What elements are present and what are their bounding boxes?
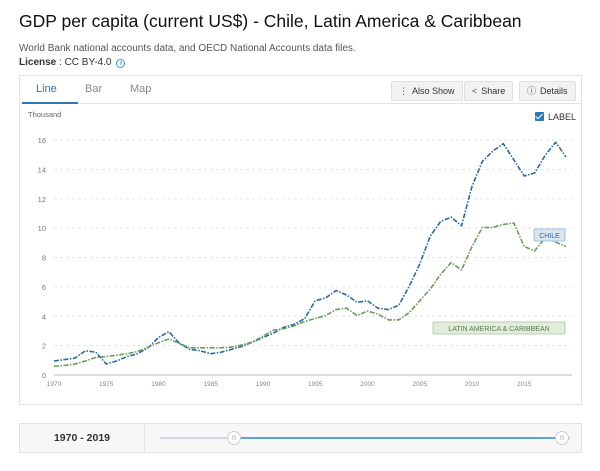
series-label-box	[533, 228, 566, 242]
y-tick-label: 16	[38, 136, 46, 145]
details-label: Details	[540, 86, 568, 96]
x-tick-label: 1990	[256, 381, 271, 388]
y-tick-label: 4	[42, 312, 46, 321]
label-toggle-text: LABEL	[548, 112, 577, 122]
chart-card: Line Bar Map ⋮ Also Show < Share ⓘ Details …	[19, 75, 582, 405]
y-tick-label: 2	[42, 342, 46, 351]
details-button[interactable]: ⓘ Details	[519, 81, 576, 101]
info-circle-icon: ⓘ	[527, 86, 537, 96]
series-label-box	[432, 321, 566, 335]
series-line-chile	[53, 141, 567, 365]
y-tick-label: 6	[42, 283, 46, 292]
source-note: World Bank national accounts data, and O…	[19, 43, 356, 54]
range-slider-fill	[234, 437, 562, 439]
x-tick-label: 2000	[360, 381, 375, 388]
also-show-label: Also Show	[412, 86, 455, 96]
range-start-handle[interactable]: |||	[227, 431, 241, 445]
range-label: 1970 - 2019	[20, 424, 145, 452]
x-tick-label: 1985	[204, 381, 219, 388]
license-value: : CC BY-4.0	[56, 57, 112, 68]
share-button[interactable]: < Share	[464, 81, 514, 101]
license-label: License	[19, 57, 57, 68]
active-tab-indicator	[22, 102, 78, 104]
time-range-bar: 1970 - 2019 ||| |||	[19, 423, 582, 453]
series-label: LATIN AMERICA & CARIBBEAN	[448, 326, 549, 333]
x-tick-label: 2005	[412, 381, 427, 388]
x-tick-label: 1980	[151, 381, 166, 388]
range-end-handle[interactable]: |||	[555, 431, 569, 445]
tab-bar[interactable]: Bar	[85, 83, 103, 95]
license-line: License : CC BY-4.0 i	[19, 57, 126, 68]
y-tick-label: 14	[38, 165, 46, 174]
x-tick-label: 2015	[517, 381, 532, 388]
x-tick-label: 1975	[99, 381, 114, 388]
y-tick-label: 0	[42, 371, 46, 380]
x-tick-label: 2010	[465, 381, 480, 388]
tab-line[interactable]: Line	[36, 83, 57, 95]
page-title: GDP per capita (current US$) - Chile, La…	[19, 11, 522, 31]
view-tabs: Line Bar Map ⋮ Also Show < Share ⓘ Details	[20, 76, 581, 104]
share-label: Share	[481, 86, 506, 96]
series-label: CHILE	[539, 233, 560, 240]
label-checkbox[interactable]	[535, 112, 544, 121]
x-tick-label: 1970	[47, 381, 62, 388]
tab-map[interactable]: Map	[130, 83, 152, 95]
y-tick-label: 10	[38, 224, 46, 233]
line-chart: Thousand 0 2 4 6 8 10 12 14 16 1970 1975 1980 1985 199…	[28, 110, 572, 388]
share-icon: <	[472, 86, 478, 96]
also-show-button[interactable]: ⋮ Also Show	[391, 81, 463, 101]
y-tick-label: 8	[42, 254, 46, 263]
series-line-latin-america	[53, 222, 567, 367]
y-tick-label: 12	[38, 195, 46, 204]
more-vertical-icon: ⋮	[399, 86, 408, 96]
info-icon[interactable]: i	[116, 59, 126, 68]
label-toggle[interactable]: LABEL	[535, 112, 576, 122]
x-tick-label: 1995	[308, 381, 323, 388]
y-axis-label: Thousand	[28, 110, 61, 119]
